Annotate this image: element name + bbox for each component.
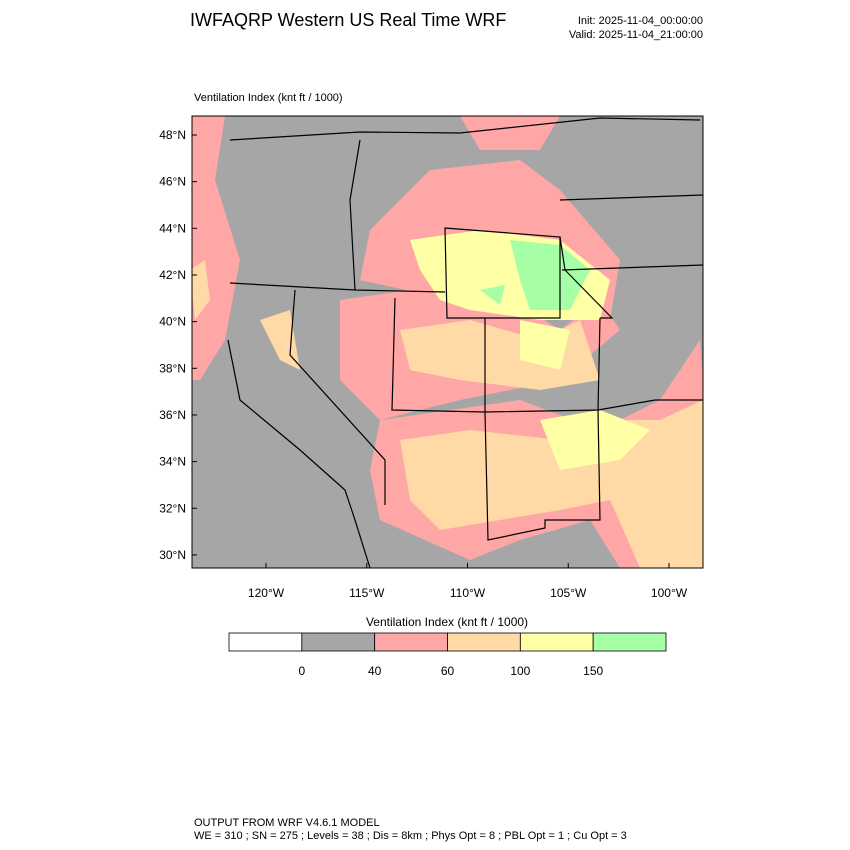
lon-tick-label: 120°W bbox=[248, 586, 285, 600]
colorbar-box bbox=[592, 632, 667, 652]
lat-tick-label: 46°N bbox=[159, 175, 186, 189]
valid-time: Valid: 2025-11-04_21:00:00 bbox=[569, 29, 703, 41]
lat-tick-label: 38°N bbox=[159, 361, 186, 375]
footer-line: WE = 310 ; SN = 275 ; Levels = 38 ; Dis … bbox=[194, 830, 627, 842]
footer: OUTPUT FROM WRF V4.6.1 MODEL WE = 310 ; … bbox=[194, 817, 627, 842]
colorbar-box bbox=[301, 632, 376, 652]
lon-tick-label: 115°W bbox=[349, 586, 385, 600]
colorbar-box bbox=[519, 632, 594, 652]
lon-tick-label: 105°W bbox=[550, 586, 587, 600]
colorbar-box bbox=[374, 632, 448, 652]
init-time: Init: 2025-11-04_00:00:00 bbox=[578, 15, 703, 27]
colorbar-label: 60 bbox=[441, 664, 455, 678]
colorbar-box bbox=[228, 632, 303, 652]
lat-tick-label: 48°N bbox=[159, 128, 186, 142]
map-field bbox=[192, 116, 703, 568]
lat-tick-label: 40°N bbox=[159, 315, 186, 329]
lat-tick-label: 36°N bbox=[159, 408, 186, 422]
lat-tick-label: 32°N bbox=[159, 501, 186, 515]
lon-tick-label: 100°W bbox=[651, 586, 688, 600]
colorbar-box bbox=[447, 632, 521, 652]
colorbar-title: Ventilation Index (knt ft / 1000) bbox=[366, 615, 528, 629]
footer-line: OUTPUT FROM WRF V4.6.1 MODEL bbox=[194, 817, 380, 829]
title: IWFAQRP Western US Real Time WRF bbox=[190, 10, 506, 30]
map-frame bbox=[191, 115, 704, 569]
lat-tick-label: 30°N bbox=[159, 548, 186, 562]
lat-tick-label: 44°N bbox=[159, 221, 186, 235]
lat-tick-label: 42°N bbox=[159, 268, 186, 282]
colorbar-label: 100 bbox=[510, 664, 530, 678]
colorbar-label: 40 bbox=[368, 664, 382, 678]
lon-tick-label: 110°W bbox=[450, 586, 486, 600]
colorbar-label: 150 bbox=[583, 664, 603, 678]
lat-tick-label: 34°N bbox=[159, 455, 186, 469]
colorbar-label: 0 bbox=[298, 664, 305, 678]
map-title: Ventilation Index (knt ft / 1000) bbox=[194, 92, 343, 104]
